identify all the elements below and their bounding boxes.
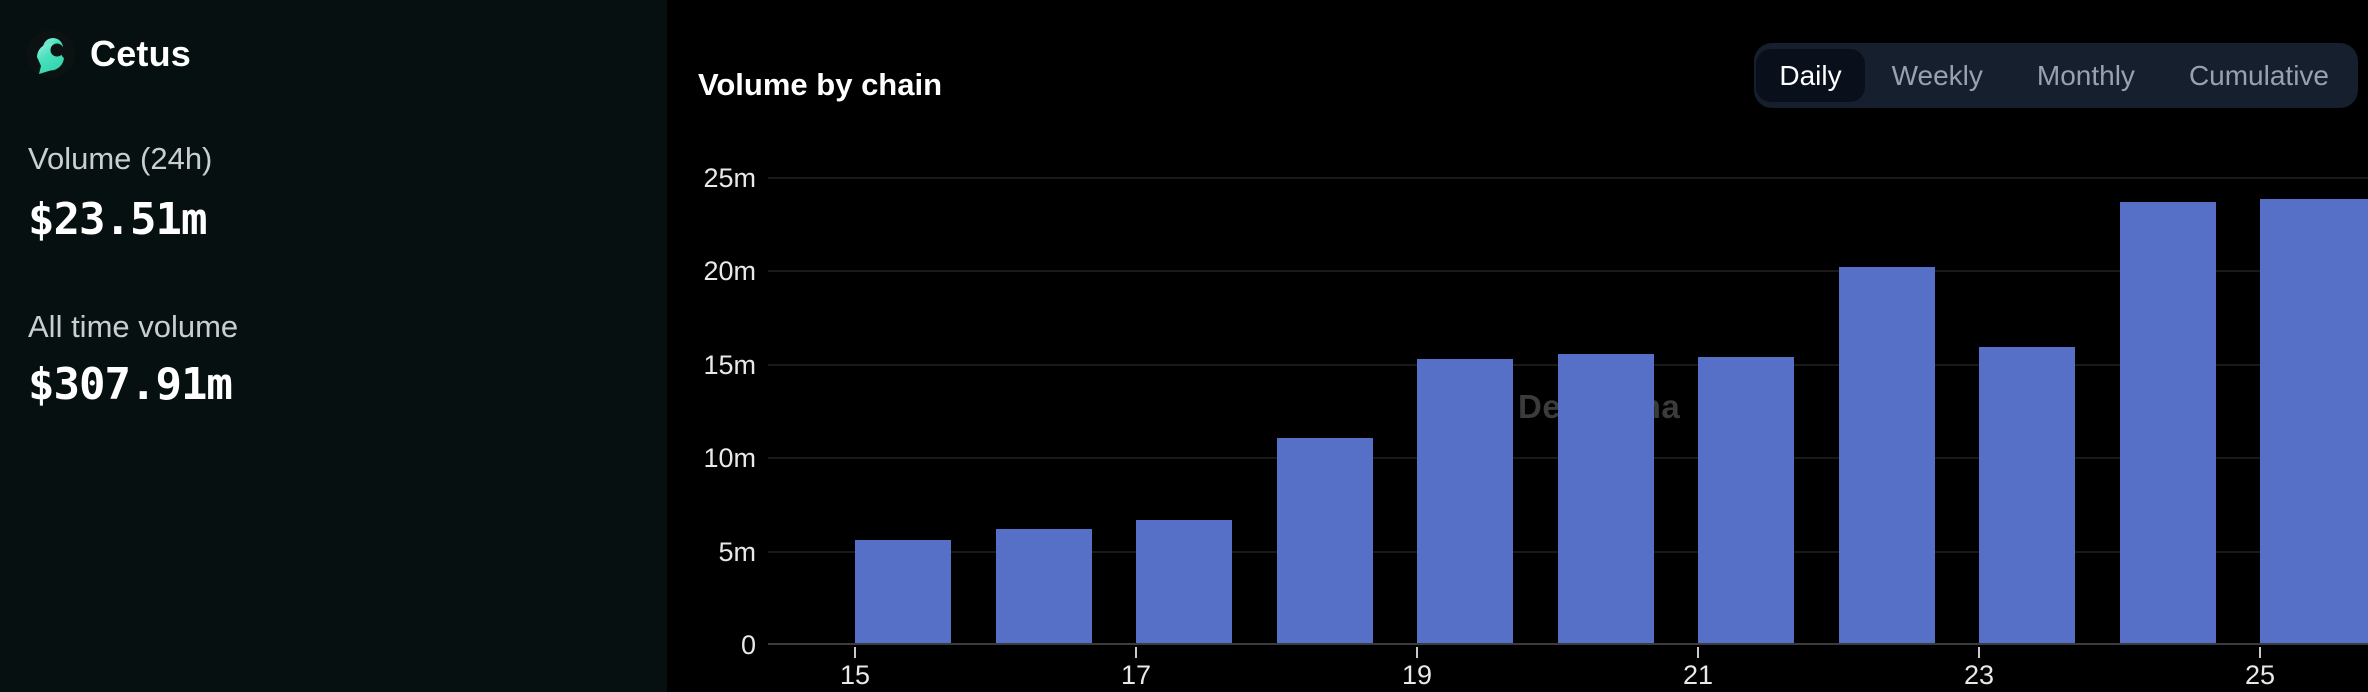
bar-day-18[interactable] xyxy=(1276,438,1373,643)
y-axis-label-10m: 10m xyxy=(703,443,756,474)
gridline-20m xyxy=(768,270,2368,273)
bar-day-17[interactable] xyxy=(1136,520,1232,643)
x-axis-tick-17 xyxy=(1135,647,1137,658)
bar-day-25[interactable] xyxy=(2260,199,2368,643)
y-axis-label-15m: 15m xyxy=(703,349,756,380)
volume-24h-label: Volume (24h) xyxy=(28,141,213,176)
bar-day-20[interactable] xyxy=(1557,354,1654,643)
x-axis-label-25: 25 xyxy=(2244,660,2276,690)
cetus-whale-icon xyxy=(27,30,75,78)
x-axis-label-19: 19 xyxy=(1401,660,1433,690)
tab-daily[interactable]: Daily xyxy=(1756,49,1865,102)
y-axis-label-25m: 25m xyxy=(703,163,756,193)
x-axis-tick-21 xyxy=(1697,647,1699,658)
bar-day-16[interactable] xyxy=(995,529,1092,643)
protocol-brand: Cetus xyxy=(27,30,191,78)
bar-day-23[interactable] xyxy=(1979,347,2075,643)
gridline-25m xyxy=(768,177,2368,179)
bar-day-24[interactable] xyxy=(2119,202,2216,643)
x-axis-line xyxy=(768,643,2368,645)
x-axis-label-23: 23 xyxy=(1963,660,1995,690)
bar-day-19[interactable] xyxy=(1417,359,1513,643)
y-axis-label-0: 0 xyxy=(740,630,756,660)
tab-monthly[interactable]: Monthly xyxy=(2036,60,2135,91)
x-axis-label-17: 17 xyxy=(1120,660,1152,690)
x-axis-tick-25 xyxy=(2259,647,2261,658)
y-axis-label-20m: 20m xyxy=(703,256,756,287)
y-axis-label-5m: 5m xyxy=(718,536,756,567)
volume-24h-value: $23.51m xyxy=(28,194,207,245)
protocol-name: Cetus xyxy=(90,33,192,74)
all-time-volume-label: All time volume xyxy=(28,309,239,344)
bar-day-15[interactable] xyxy=(855,540,951,643)
bar-day-21[interactable] xyxy=(1698,357,1794,643)
tab-cumulative[interactable]: Cumulative xyxy=(2188,60,2329,91)
x-axis-tick-19 xyxy=(1416,647,1418,658)
x-axis-tick-15 xyxy=(854,647,856,658)
all-time-volume-value: $307.91m xyxy=(28,359,233,410)
timeframe-tab-bar: Daily Weekly Monthly Cumulative xyxy=(1754,43,2358,108)
bar-day-22[interactable] xyxy=(1838,267,1935,643)
x-axis-tick-23 xyxy=(1978,647,1980,658)
x-axis-label-15: 15 xyxy=(839,660,871,690)
chart-title: Volume by chain xyxy=(698,67,943,102)
x-axis-label-21: 21 xyxy=(1682,660,1714,690)
tab-weekly[interactable]: Weekly xyxy=(1891,60,1983,91)
protocol-sidebar: Cetus Volume (24h) $23.51m All time volu… xyxy=(0,0,667,692)
